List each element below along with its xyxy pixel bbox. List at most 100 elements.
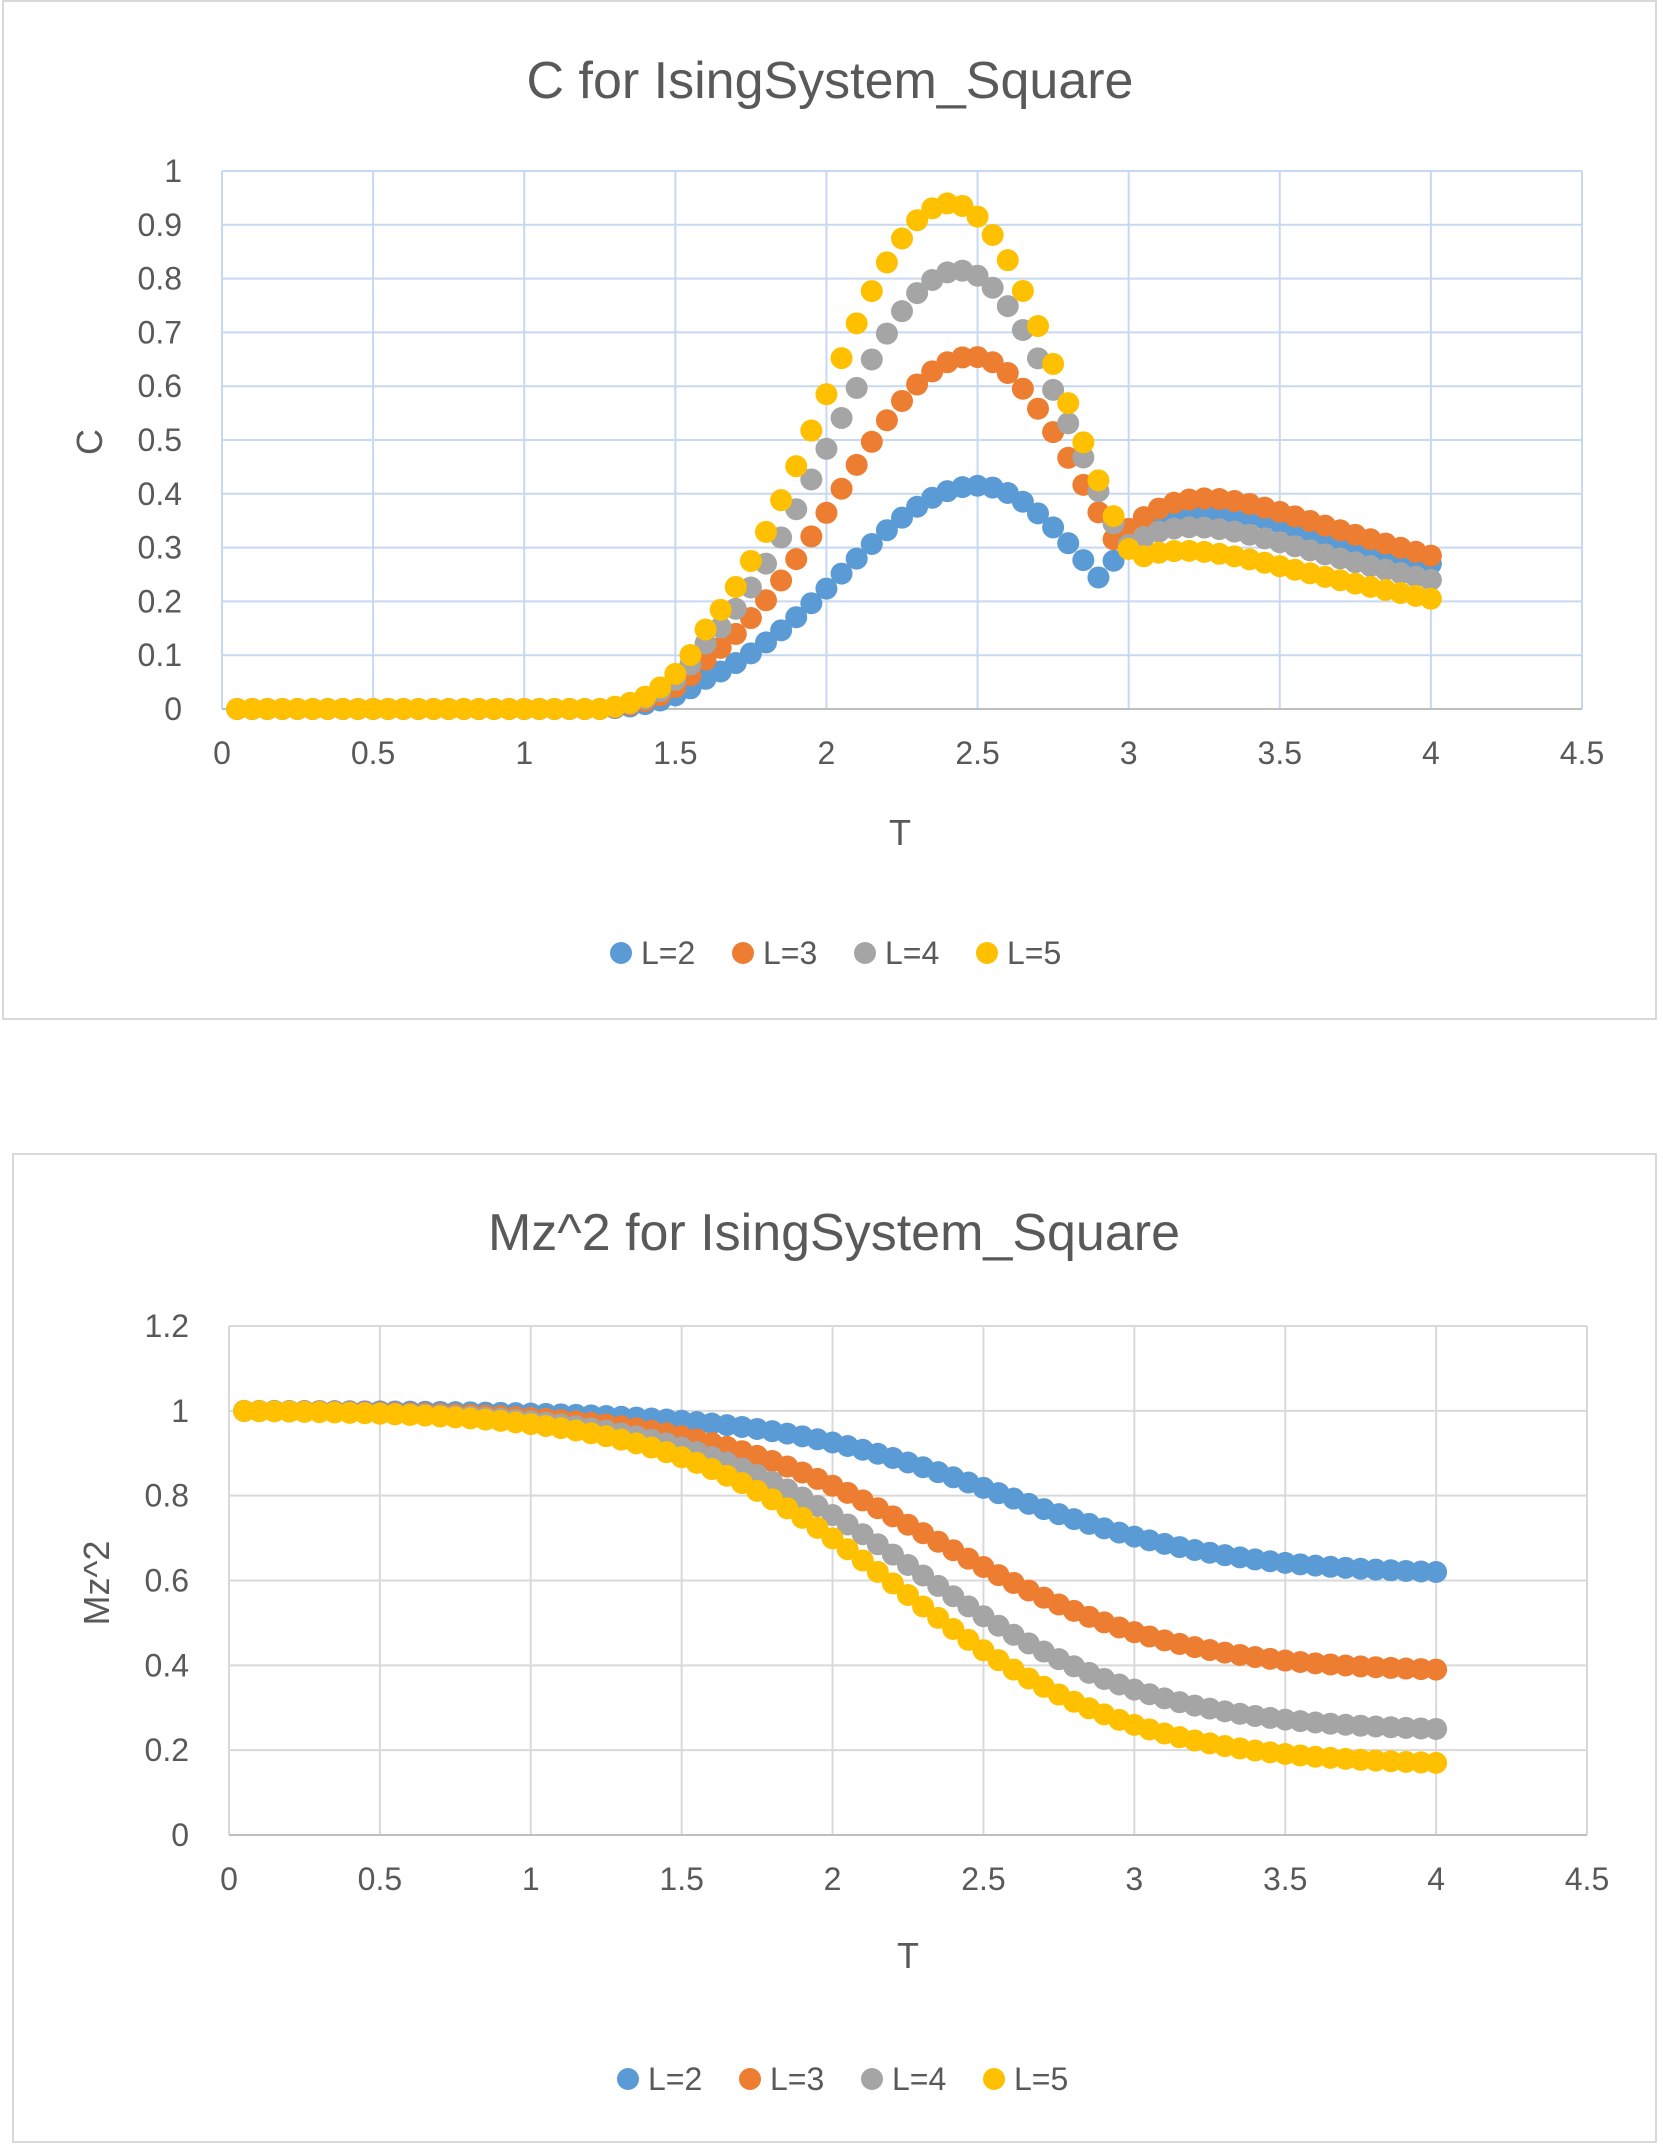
data-point <box>1419 544 1442 567</box>
data-point <box>755 631 777 654</box>
data-point <box>724 575 747 598</box>
data-point <box>845 453 868 476</box>
x-tick-label: 4.5 <box>1560 735 1604 771</box>
data-point <box>981 276 1004 299</box>
x-tick-label: 0.5 <box>358 1861 402 1897</box>
data-point <box>377 698 400 720</box>
legend-label: L=4 <box>892 2061 946 2097</box>
legend-marker <box>854 942 876 964</box>
legend-label: L=3 <box>770 2061 824 2097</box>
data-point <box>407 698 430 720</box>
data-point <box>1042 378 1065 401</box>
data-point <box>891 506 913 529</box>
data-point <box>528 697 551 720</box>
data-point <box>498 698 521 720</box>
legend-marker <box>976 942 998 964</box>
data-point <box>891 389 913 412</box>
data-point <box>558 697 581 720</box>
data-point <box>331 698 354 720</box>
y-tick-label: 0.3 <box>138 530 182 566</box>
data-point <box>301 698 324 720</box>
data-point <box>1042 516 1065 539</box>
data-point <box>815 501 838 524</box>
data-point <box>256 698 279 720</box>
y-tick-label: 0.9 <box>138 207 182 243</box>
data-point <box>815 437 838 460</box>
data-point <box>800 592 823 615</box>
data-point <box>966 205 989 228</box>
y-tick-label: 0.6 <box>138 368 182 404</box>
data-point <box>1072 549 1095 572</box>
x-axis-title: T <box>889 812 911 853</box>
data-point <box>815 577 838 600</box>
legend-marker <box>739 2068 761 2090</box>
data-point <box>437 698 460 720</box>
data-point <box>739 642 762 665</box>
x-tick-label: 3 <box>1120 735 1138 771</box>
legend-marker <box>861 2068 883 2090</box>
chart-title: C for IsingSystem_Square <box>527 52 1134 110</box>
x-tick-label: 3 <box>1125 1861 1143 1897</box>
data-point <box>755 589 777 612</box>
data-point <box>800 468 823 491</box>
data-point <box>851 1549 874 1572</box>
legend-label: L=5 <box>1007 935 1061 971</box>
x-tick-label: 3.5 <box>1263 1861 1307 1897</box>
y-tick-label: 0.4 <box>138 476 182 512</box>
specific-heat-chart-panel: C for IsingSystem_Square T C 0 0.5 1 1.5 2 2.… <box>2 0 1657 1020</box>
data-point <box>830 407 853 430</box>
data-point <box>1102 549 1125 572</box>
data-point <box>996 295 1019 318</box>
data-point <box>860 280 883 303</box>
data-point <box>845 312 868 335</box>
y-axis-title: Mz^2 <box>76 1541 117 1626</box>
data-point <box>912 1595 935 1618</box>
magnetization-chart: Mz^2 for IsingSystem_Square T Mz^2 0 0.5 1… <box>76 1204 1609 2097</box>
data-point <box>1087 469 1110 492</box>
y-tick-label: 0.5 <box>138 422 182 458</box>
data-point <box>966 264 989 287</box>
x-tick-label: 2.5 <box>961 1861 1005 1897</box>
data-point <box>694 618 717 641</box>
data-point <box>1027 502 1049 525</box>
data-point <box>392 698 415 720</box>
series-L5-points <box>226 192 1442 720</box>
data-point <box>543 697 566 720</box>
data-point <box>286 698 309 720</box>
data-point <box>906 373 929 396</box>
data-point <box>1425 1561 1448 1584</box>
data-point <box>241 698 264 720</box>
y-tick-label: 1 <box>164 153 182 189</box>
data-point <box>1425 1717 1448 1740</box>
data-point <box>709 598 732 621</box>
legend-label: L=3 <box>763 935 817 971</box>
data-point <box>1087 566 1110 589</box>
data-point <box>800 419 823 442</box>
y-tick-label: 1 <box>171 1393 189 1429</box>
specific-heat-chart: C for IsingSystem_Square T C 0 0.5 1 1.5 2 2.… <box>69 52 1604 971</box>
data-point <box>875 409 898 432</box>
data-point <box>1027 397 1049 420</box>
legend-marker <box>617 2068 639 2090</box>
y-tick-label: 0.8 <box>145 1478 189 1514</box>
data-point <box>649 676 672 699</box>
x-tick-label: 1 <box>515 735 533 771</box>
y-tick-label: 0 <box>171 1817 189 1853</box>
x-tick-label: 0.5 <box>351 735 395 771</box>
data-point <box>739 549 762 572</box>
legend-marker <box>610 942 632 964</box>
data-point <box>1419 568 1442 591</box>
y-tick-label: 0.7 <box>138 314 182 350</box>
data-point <box>679 644 702 667</box>
x-tick-label: 2.5 <box>955 735 999 771</box>
series-L5-points <box>233 1399 1448 1774</box>
data-point <box>815 383 838 406</box>
data-point <box>1027 315 1049 338</box>
data-point <box>770 569 793 592</box>
x-tick-label: 2 <box>818 735 836 771</box>
data-point <box>875 251 898 274</box>
data-point <box>1425 1751 1448 1774</box>
y-tick-label: 0.8 <box>138 261 182 297</box>
data-point <box>906 209 929 232</box>
data-point <box>830 347 853 370</box>
